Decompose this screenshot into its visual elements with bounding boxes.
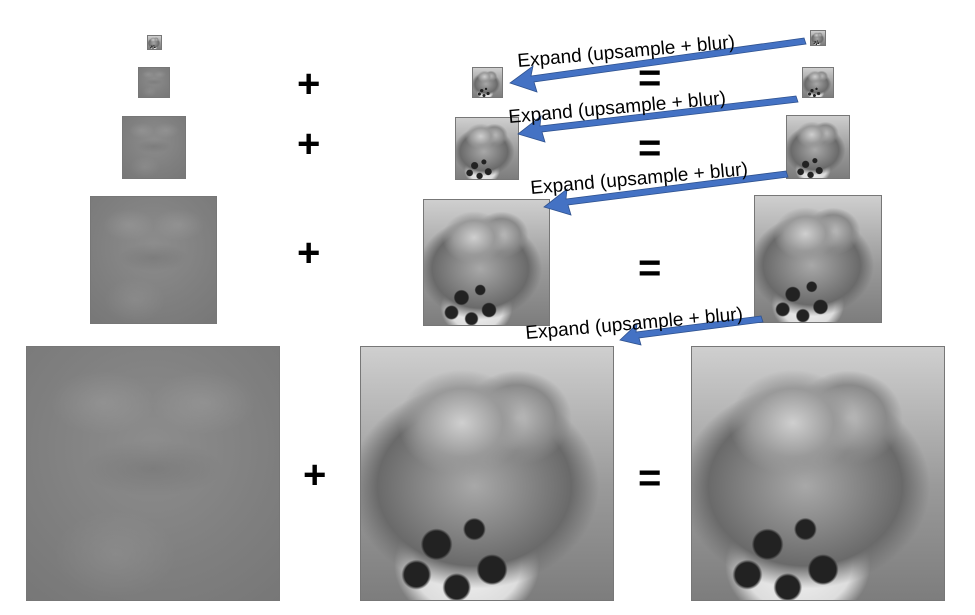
expanded-level-4-image [360, 346, 614, 601]
expanded-level-1-image [472, 67, 503, 98]
expand-arrow-4: Expand (upsample + blur) [525, 304, 764, 346]
pyramid-level-0-image [147, 35, 162, 50]
expanded-level-3-image [423, 199, 550, 326]
equals-sign-2: = [638, 126, 662, 170]
expand-arrow-2: Expand (upsample + blur) [508, 88, 799, 143]
laplacian-level-1-image [138, 67, 170, 98]
plus-sign-1: + [297, 62, 321, 106]
expand-arrow-1: Expand (upsample + blur) [509, 32, 807, 93]
equals-sign-1: = [638, 56, 662, 100]
expand-arrow-1-shape [509, 37, 807, 93]
laplacian-level-2-image [122, 116, 186, 179]
reconstructed-level-4-image [691, 346, 945, 601]
expand-arrow-4-shape [619, 315, 764, 346]
laplacian-level-4-image [26, 346, 280, 601]
equals-sign-4: = [638, 456, 662, 500]
reconstructed-level-0-image [810, 30, 826, 46]
equals-sign-3: = [638, 246, 662, 290]
plus-sign-2: + [297, 122, 321, 166]
reconstructed-level-3-image [754, 195, 882, 323]
reconstructed-level-1-image [802, 67, 834, 98]
reconstructed-level-2-image [786, 115, 850, 179]
expand-arrow-3: Expand (upsample + blur) [530, 159, 789, 216]
plus-sign-4: + [303, 453, 327, 497]
plus-sign-3: + [297, 231, 321, 275]
expanded-level-2-image [455, 117, 519, 180]
expand-arrow-3-shape [543, 170, 789, 216]
laplacian-level-3-image [90, 196, 217, 324]
expand-arrow-2-shape [517, 95, 799, 143]
